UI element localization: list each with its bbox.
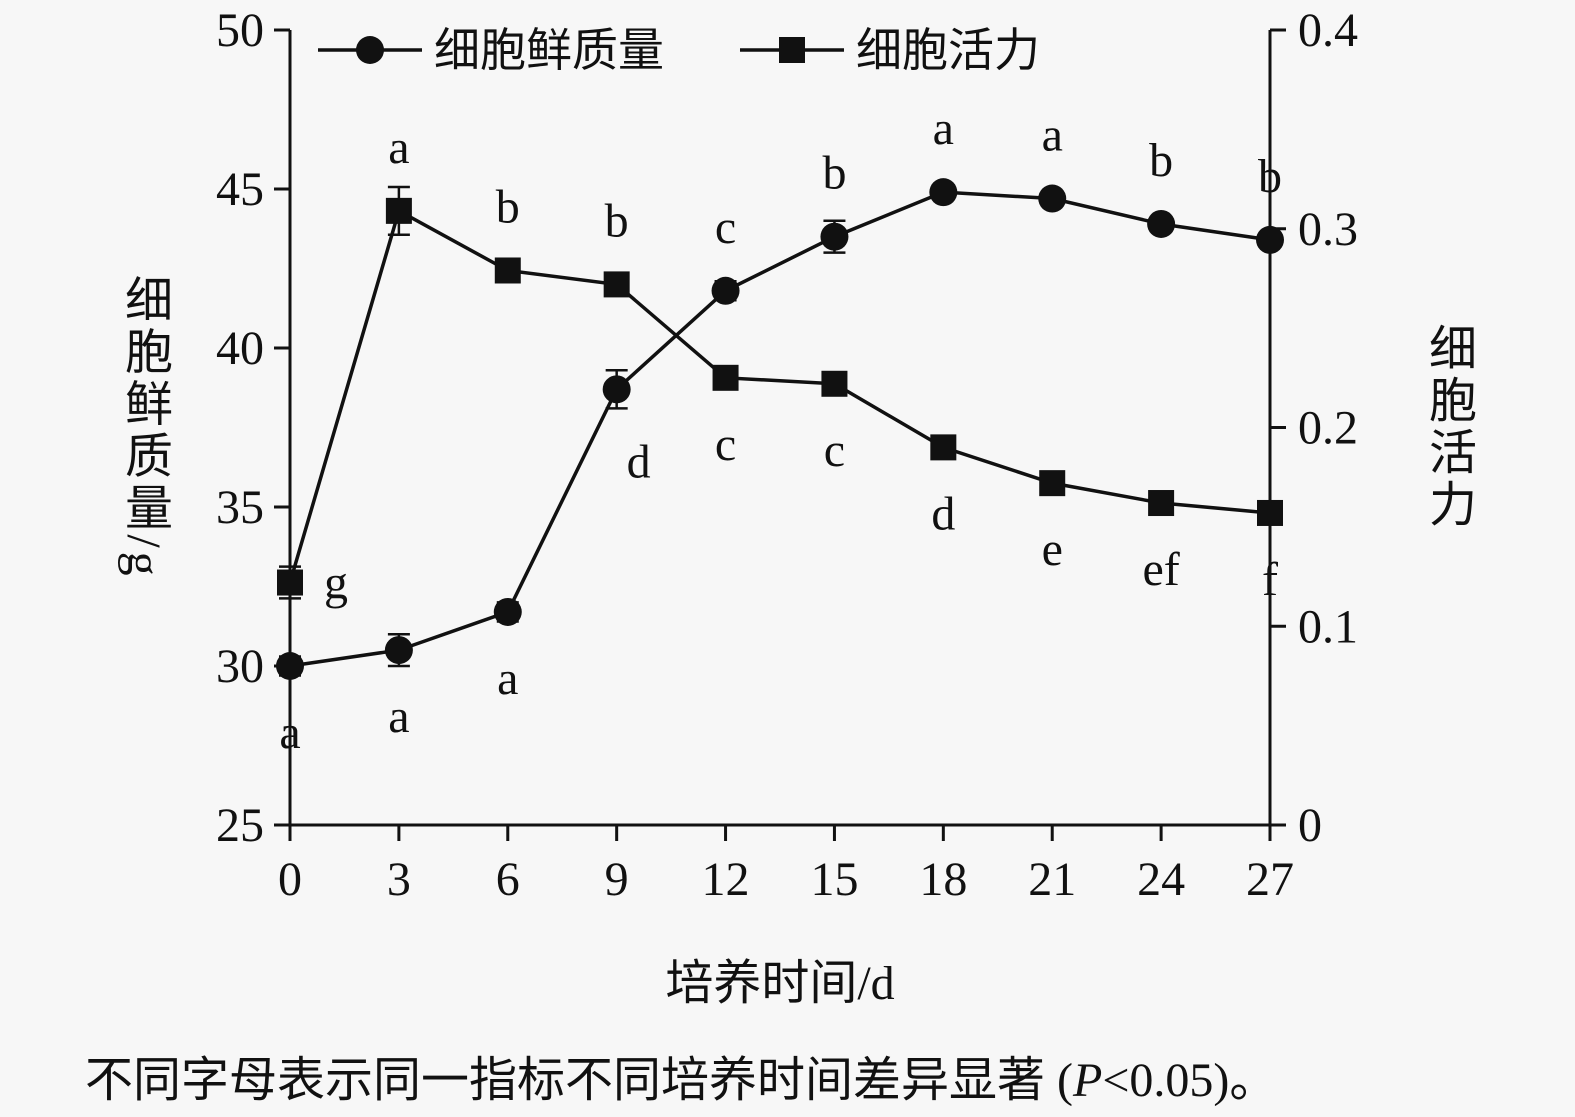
left-tick-label: 45: [216, 163, 264, 216]
caption-text-pre: 不同字母表示同一指标不同培养时间差异显著 (: [85, 1054, 1073, 1107]
legend-label: 细胞鲜质量: [434, 25, 664, 76]
legend-item: 细胞活力: [740, 25, 1040, 76]
legend-item: 细胞鲜质量: [318, 25, 664, 76]
significance-label: a: [388, 121, 409, 174]
data-point-marker-square: [1257, 499, 1283, 526]
significance-label: c: [715, 201, 736, 254]
data-point-marker-circle: [711, 276, 740, 305]
tick-marks: [274, 28, 1286, 841]
significance-label: a: [279, 706, 300, 759]
significance-label: c: [824, 424, 845, 477]
data-point-marker-circle: [820, 222, 849, 251]
data-point-marker-circle: [276, 652, 304, 680]
significance-label: d: [627, 435, 651, 488]
significance-label: c: [715, 418, 736, 471]
significance-label: b: [605, 194, 629, 247]
x-tick-label: 27: [1246, 853, 1294, 906]
caption-italic-p: P: [1073, 1054, 1103, 1107]
right-tick-label: 0.2: [1298, 402, 1358, 455]
left-tick-label: 35: [216, 481, 264, 534]
axes: [288, 30, 1272, 827]
data-point-marker-circle: [1147, 209, 1176, 238]
significance-label: a: [388, 690, 409, 743]
left-tick-label: 50: [216, 4, 264, 57]
data-point-marker-square: [930, 434, 957, 461]
legend-marker-circle-icon: [356, 36, 384, 64]
x-tick-label: 0: [278, 853, 302, 906]
left-tick-label: 30: [216, 640, 264, 693]
left-tick-label: 40: [216, 322, 264, 375]
data-point-marker-square: [712, 364, 739, 391]
significance-label: a: [933, 102, 954, 155]
legend-label: 细胞活力: [856, 25, 1040, 76]
left-tick-label: 25: [216, 799, 264, 852]
x-tick-label: 12: [702, 853, 750, 906]
data-point-marker-square: [603, 271, 630, 298]
data-point-marker-square: [385, 197, 412, 224]
right-tick-label: 0.3: [1298, 203, 1358, 256]
significance-label: f: [1262, 553, 1278, 606]
right-tick-label: 0.4: [1298, 4, 1358, 57]
data-point-marker-circle: [1038, 184, 1067, 213]
significance-label: b: [1258, 150, 1282, 203]
significance-label: b: [496, 180, 520, 233]
data-point-marker-square: [1039, 470, 1066, 497]
series-viability: g a b b c c d e ef f: [277, 121, 1283, 610]
data-point-marker-circle: [602, 375, 631, 404]
x-tick-label: 9: [605, 853, 629, 906]
x-tick-label: 18: [919, 853, 967, 906]
data-point-marker-circle: [493, 597, 522, 626]
data-point-marker-square: [821, 370, 848, 397]
series-fresh-weight: a a a d c b a a b b: [276, 102, 1284, 759]
significance-label: a: [497, 652, 518, 705]
left-axis-title: 细胞鲜质量/g: [117, 274, 170, 580]
x-tick-label: 3: [387, 853, 411, 906]
significance-label: e: [1042, 523, 1063, 576]
caption-text-post: <0.05)。: [1102, 1054, 1278, 1107]
tick-labels: 25 30 35 40 45 50 0 0.1 0.2 0.3 0.4 0 3 6 9 12 15 18 21 24 2…: [216, 4, 1358, 906]
significance-label: b: [822, 147, 846, 200]
x-tick-label: 21: [1028, 853, 1076, 906]
legend-marker-square-icon: [779, 37, 805, 63]
significance-label: d: [931, 487, 955, 540]
right-tick-label: 0.1: [1298, 600, 1358, 653]
data-point-marker-square: [1148, 490, 1175, 517]
data-point-marker-square: [494, 257, 521, 284]
legend: 细胞鲜质量 细胞活力: [318, 25, 1040, 76]
significance-label: ef: [1142, 543, 1179, 596]
x-tick-label: 24: [1137, 853, 1185, 906]
significance-label: a: [1042, 109, 1063, 162]
significance-label: g: [324, 557, 348, 610]
right-axis-title: 细胞活力: [1421, 323, 1474, 531]
data-point-marker-circle: [929, 178, 958, 207]
figure-caption: 不同字母表示同一指标不同培养时间差异显著 (P<0.05)。: [85, 1040, 1277, 1110]
series-line: [289, 190, 1271, 668]
data-point-marker-square: [277, 569, 303, 596]
right-tick-label: 0: [1298, 799, 1322, 852]
x-tick-label: 6: [496, 853, 520, 906]
x-axis-title: 培养时间/d: [665, 957, 895, 1010]
data-point-marker-circle: [384, 636, 413, 665]
significance-label: b: [1149, 134, 1173, 187]
series-line: [288, 208, 1271, 584]
data-point-marker-circle: [1256, 225, 1284, 254]
x-tick-label: 15: [810, 853, 858, 906]
